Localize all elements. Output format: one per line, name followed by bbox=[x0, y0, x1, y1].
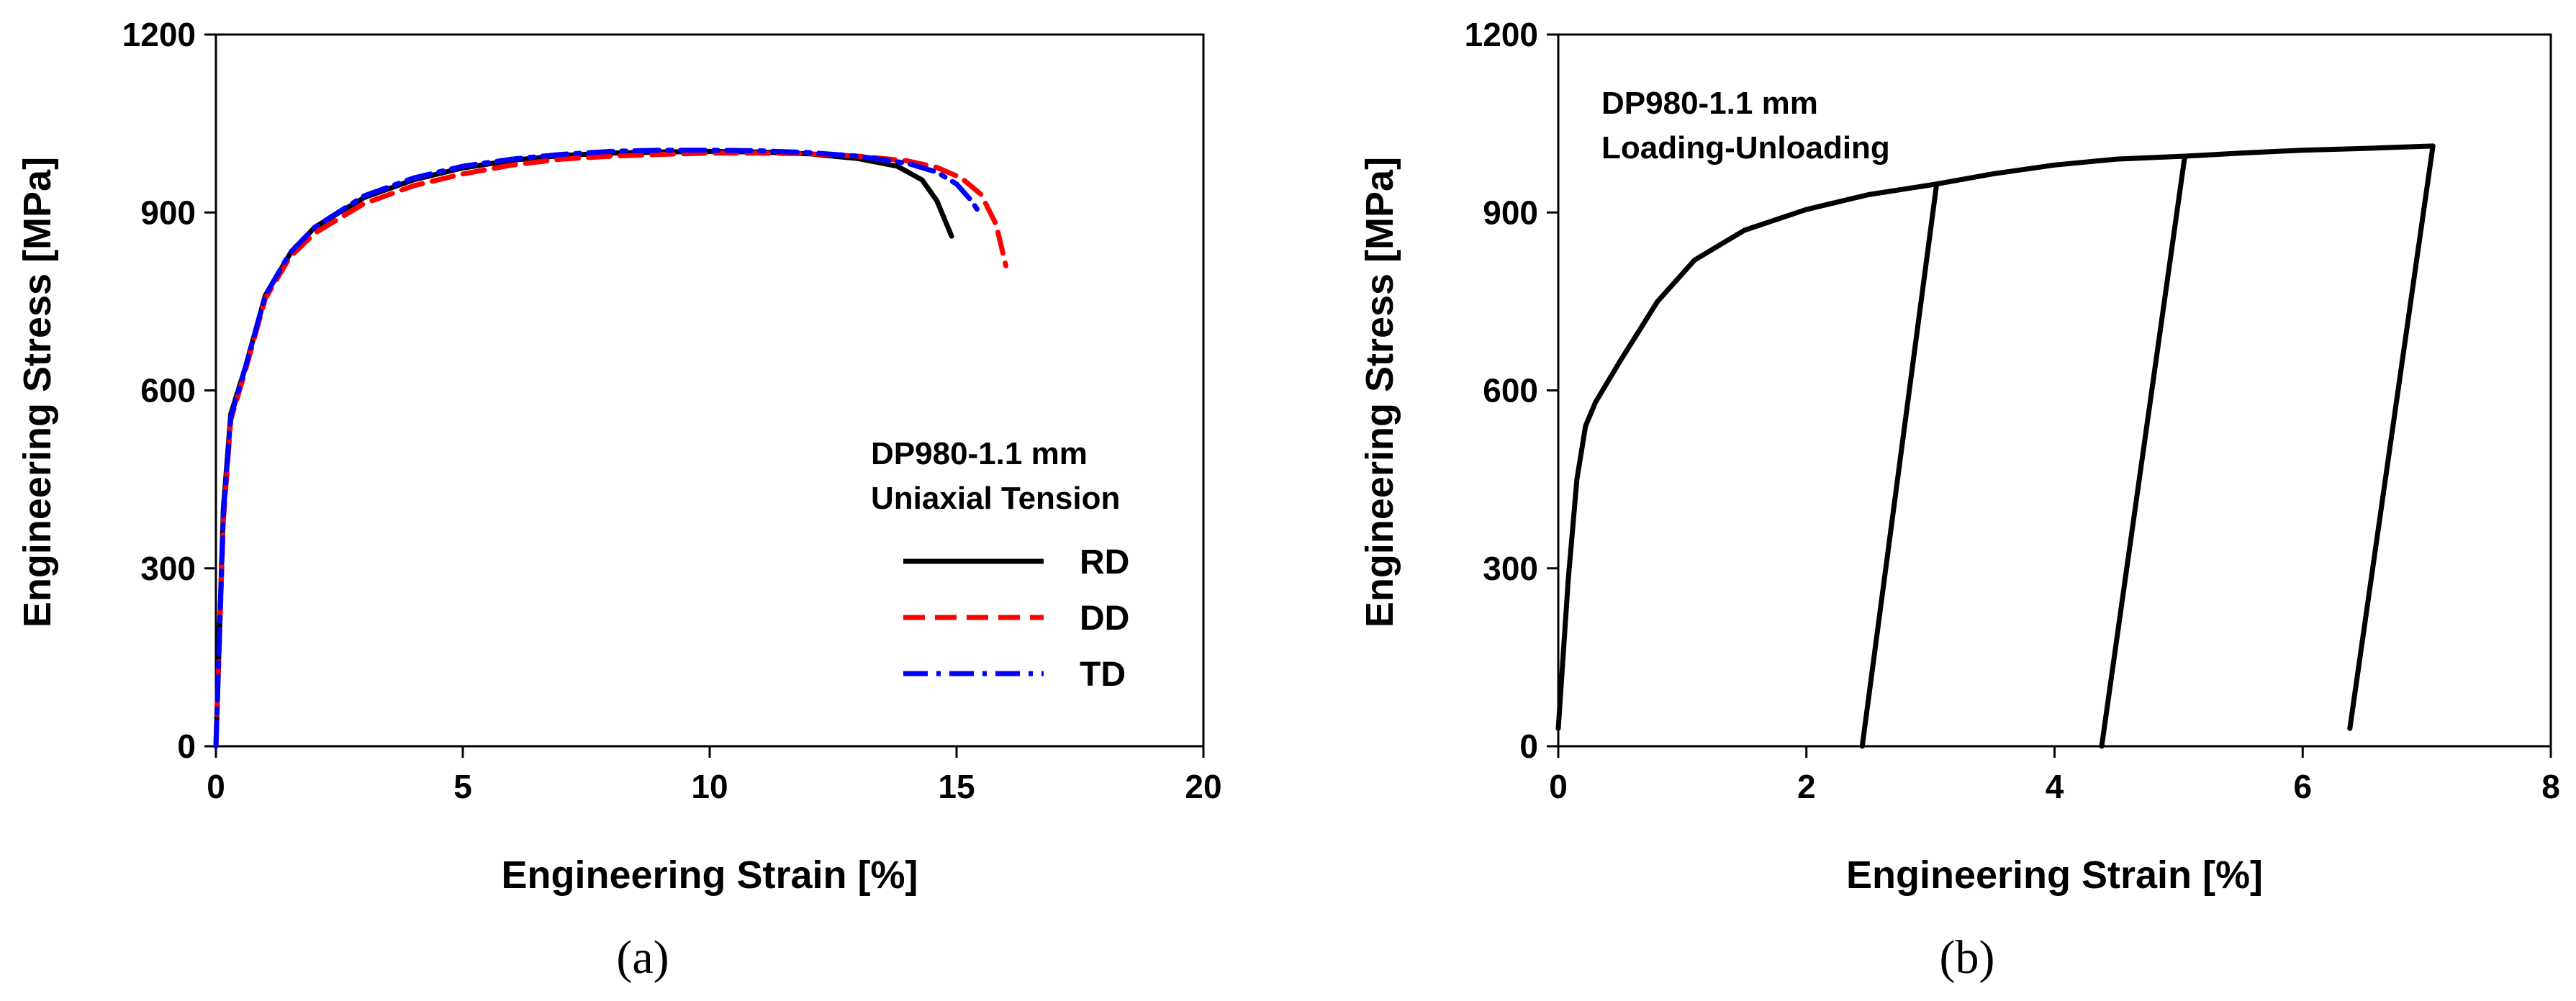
x-tick-label: 20 bbox=[1185, 768, 1221, 805]
x-tick-label: 5 bbox=[453, 768, 472, 805]
y-tick-label: 600 bbox=[140, 372, 196, 409]
x-tick-label: 6 bbox=[2293, 768, 2312, 805]
series-line-td bbox=[213, 148, 984, 749]
y-tick-label: 300 bbox=[1483, 550, 1538, 587]
annotation-line: DP980-1.1 mm bbox=[871, 436, 1088, 471]
y-tick-label: 900 bbox=[140, 194, 196, 231]
legend-label-td: TD bbox=[1080, 656, 1126, 694]
y-tick-label: 0 bbox=[177, 728, 196, 765]
x-tick-label: 2 bbox=[1797, 768, 1816, 805]
x-axis-title: Engineering Strain [%] bbox=[1846, 853, 2263, 897]
x-tick-label: 8 bbox=[2541, 768, 2560, 805]
legend-label-rd: RD bbox=[1080, 543, 1129, 581]
series-line-dd bbox=[213, 150, 1009, 749]
x-tick-label: 4 bbox=[2046, 768, 2064, 805]
y-axis-title: Engineering Stress [MPa] bbox=[16, 157, 59, 628]
y-tick-label: 1200 bbox=[122, 16, 196, 53]
x-axis-title: Engineering Strain [%] bbox=[501, 853, 918, 897]
x-tick-label: 10 bbox=[691, 768, 728, 805]
annotation-line: Loading-Unloading bbox=[1601, 130, 1890, 166]
x-tick-label: 0 bbox=[1549, 768, 1568, 805]
y-axis-title: Engineering Stress [MPa] bbox=[1358, 157, 1401, 628]
y-tick-label: 900 bbox=[1483, 194, 1538, 231]
panel-caption: (b) bbox=[1940, 931, 1995, 984]
x-tick-label: 0 bbox=[207, 768, 225, 805]
y-tick-label: 600 bbox=[1483, 372, 1538, 409]
annotation-line: Uniaxial Tension bbox=[871, 481, 1120, 516]
x-tick-label: 15 bbox=[938, 768, 975, 805]
y-tick-label: 0 bbox=[1519, 728, 1538, 765]
legend-label-dd: DD bbox=[1080, 599, 1129, 638]
panel-caption: (a) bbox=[616, 931, 669, 984]
panel-b: 0 2 4 6 8 0 300 600 900 1200 Engineering Strain [%… bbox=[1358, 16, 2560, 984]
y-tick-label: 1200 bbox=[1465, 16, 1538, 53]
series-line-rd bbox=[213, 148, 954, 749]
annotation-line: DP980-1.1 mm bbox=[1601, 86, 1818, 121]
plot-frame bbox=[214, 33, 1205, 748]
series-line-loading-unloading bbox=[1555, 143, 2436, 749]
y-tick-label: 300 bbox=[140, 550, 196, 587]
panel-a: 0 5 10 15 20 0 300 600 900 1200 Engineering Strain… bbox=[16, 16, 1222, 984]
